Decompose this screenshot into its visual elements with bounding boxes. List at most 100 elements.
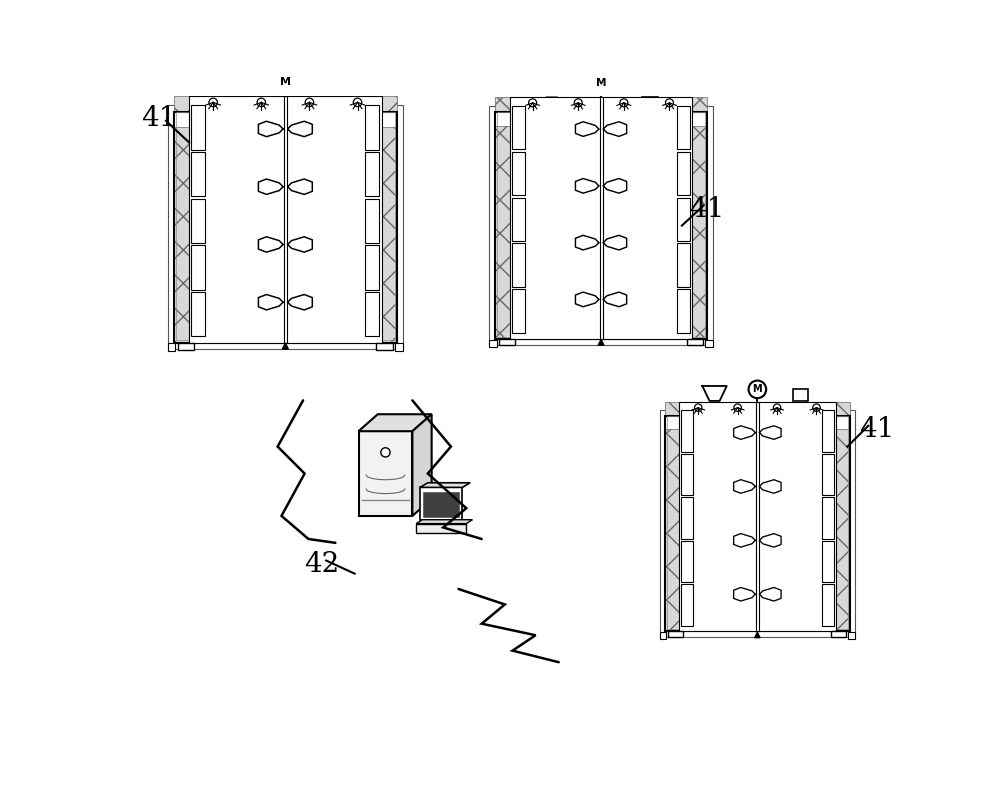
Bar <box>512 290 525 333</box>
Bar <box>191 245 205 290</box>
Bar <box>677 290 690 333</box>
Bar <box>510 97 692 338</box>
Bar <box>681 411 693 452</box>
Bar <box>681 541 693 582</box>
Circle shape <box>574 99 582 107</box>
Bar <box>178 342 194 350</box>
Bar <box>665 429 679 631</box>
Bar <box>848 632 855 639</box>
Circle shape <box>381 448 390 457</box>
Bar <box>677 197 690 241</box>
Polygon shape <box>416 520 472 524</box>
Bar <box>189 96 382 342</box>
Circle shape <box>620 99 628 107</box>
Bar <box>168 343 175 351</box>
Bar <box>495 97 707 111</box>
Bar <box>365 245 379 290</box>
Bar <box>495 111 707 338</box>
Circle shape <box>592 74 611 92</box>
Bar <box>495 126 510 338</box>
Circle shape <box>305 98 314 107</box>
Bar <box>512 152 525 196</box>
Bar <box>174 96 397 111</box>
Bar <box>681 454 693 496</box>
Bar <box>174 111 397 342</box>
Text: M: M <box>280 77 291 87</box>
Circle shape <box>773 404 781 411</box>
Bar <box>382 127 397 342</box>
Bar <box>416 524 466 533</box>
Bar <box>489 339 497 347</box>
Bar <box>376 342 393 350</box>
Bar <box>168 106 403 349</box>
Circle shape <box>257 98 266 107</box>
Bar <box>191 152 205 196</box>
Bar <box>705 339 713 347</box>
Bar <box>497 111 705 337</box>
Bar <box>681 497 693 539</box>
Circle shape <box>353 98 362 107</box>
Circle shape <box>209 98 217 107</box>
Bar <box>665 403 850 415</box>
Polygon shape <box>420 483 470 488</box>
Bar <box>499 338 515 346</box>
Bar <box>822 411 834 452</box>
Bar <box>365 106 379 150</box>
Bar <box>660 632 666 639</box>
Bar <box>677 243 690 287</box>
Bar <box>512 243 525 287</box>
Bar <box>677 152 690 196</box>
Circle shape <box>749 381 766 398</box>
Circle shape <box>813 404 820 411</box>
Bar <box>687 338 703 346</box>
Bar <box>677 106 690 149</box>
Polygon shape <box>358 415 432 431</box>
Text: 41: 41 <box>141 106 177 132</box>
Bar <box>358 431 412 516</box>
Bar <box>512 106 525 149</box>
Bar <box>423 492 459 516</box>
Bar <box>667 415 848 630</box>
Circle shape <box>665 99 674 107</box>
Bar <box>756 403 759 631</box>
Bar <box>660 411 855 637</box>
Bar <box>793 389 808 401</box>
Bar <box>642 83 658 95</box>
Bar <box>365 152 379 196</box>
Text: 41: 41 <box>859 415 894 443</box>
Bar <box>665 415 850 631</box>
Bar <box>681 585 693 626</box>
Bar <box>822 541 834 582</box>
Bar <box>600 97 603 338</box>
Bar <box>365 292 379 337</box>
Bar <box>191 106 205 150</box>
Bar <box>284 96 287 342</box>
Text: 42: 42 <box>305 550 340 577</box>
Bar <box>329 81 346 95</box>
Bar <box>395 343 403 351</box>
Bar <box>365 199 379 243</box>
Circle shape <box>529 99 537 107</box>
Bar <box>176 111 395 340</box>
Circle shape <box>275 71 295 91</box>
Bar <box>420 488 462 520</box>
Bar <box>679 403 836 631</box>
Bar <box>489 106 713 345</box>
Text: M: M <box>753 384 762 395</box>
Bar <box>191 199 205 243</box>
Bar <box>174 127 189 342</box>
Bar <box>831 631 846 638</box>
Bar <box>822 454 834 496</box>
Bar <box>512 197 525 241</box>
Bar <box>191 292 205 337</box>
Text: M: M <box>596 78 606 88</box>
Text: 41: 41 <box>690 196 725 223</box>
Bar <box>668 631 683 638</box>
Polygon shape <box>412 415 432 516</box>
Bar <box>822 497 834 539</box>
Bar <box>692 126 707 338</box>
Circle shape <box>734 404 741 411</box>
Circle shape <box>694 404 702 411</box>
Bar <box>836 429 850 631</box>
Bar <box>822 585 834 626</box>
